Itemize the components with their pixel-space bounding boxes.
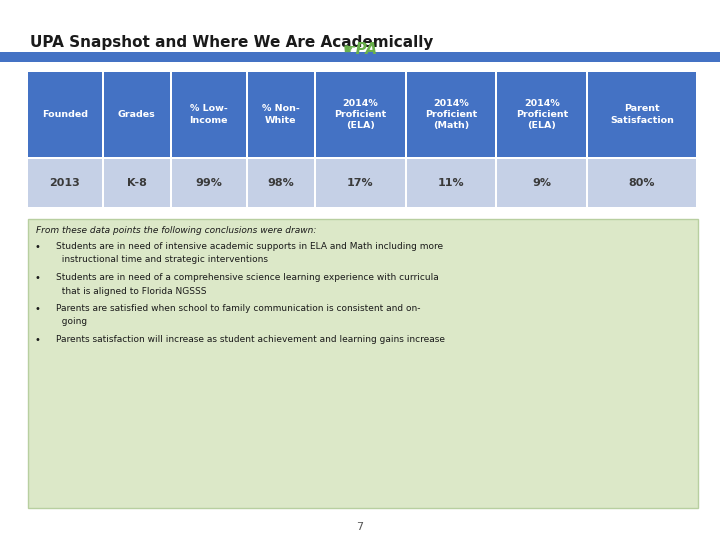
Text: 80%: 80% bbox=[629, 178, 655, 188]
Bar bbox=[498, 159, 586, 207]
Text: 2014%
Proficient
(ELA): 2014% Proficient (ELA) bbox=[516, 99, 568, 130]
Bar bbox=[248, 159, 314, 207]
Text: Parent
Satisfaction: Parent Satisfaction bbox=[610, 104, 674, 125]
Text: •: • bbox=[34, 242, 40, 252]
Text: K-8: K-8 bbox=[127, 178, 147, 188]
Bar bbox=[28, 159, 102, 207]
Bar bbox=[407, 72, 495, 157]
Bar bbox=[588, 159, 696, 207]
Bar bbox=[104, 159, 170, 207]
Text: Students are in need of intensive academic supports in ELA and Math including mo: Students are in need of intensive academ… bbox=[56, 242, 443, 251]
Text: Students are in need of a comprehensive science learning experience with curricu: Students are in need of a comprehensive … bbox=[56, 273, 438, 282]
Text: 98%: 98% bbox=[267, 178, 294, 188]
Text: •: • bbox=[34, 335, 40, 345]
Text: 99%: 99% bbox=[195, 178, 222, 188]
Text: UPA Snapshot and Where We Are Academically: UPA Snapshot and Where We Are Academical… bbox=[30, 35, 433, 50]
Text: Grades: Grades bbox=[118, 110, 156, 119]
Text: going: going bbox=[56, 318, 87, 327]
Bar bbox=[498, 72, 586, 157]
Text: instructional time and strategic interventions: instructional time and strategic interve… bbox=[56, 255, 268, 265]
Text: Parents satisfaction will increase as student achievement and learning gains inc: Parents satisfaction will increase as st… bbox=[56, 335, 445, 344]
Text: % Low-
Income: % Low- Income bbox=[189, 104, 228, 125]
Text: 9%: 9% bbox=[532, 178, 552, 188]
Text: 2014%
Proficient
(Math): 2014% Proficient (Math) bbox=[425, 99, 477, 130]
Text: From these data points the following conclusions were drawn:: From these data points the following con… bbox=[36, 226, 316, 235]
Text: 17%: 17% bbox=[347, 178, 374, 188]
Bar bbox=[588, 72, 696, 157]
Bar bbox=[315, 159, 405, 207]
Bar bbox=[28, 72, 102, 157]
Bar bbox=[172, 159, 246, 207]
Bar bbox=[248, 72, 314, 157]
Text: ☛PA: ☛PA bbox=[343, 42, 377, 57]
Bar bbox=[315, 72, 405, 157]
Text: 11%: 11% bbox=[438, 178, 464, 188]
Text: that is aligned to Florida NGSSS: that is aligned to Florida NGSSS bbox=[56, 287, 207, 295]
Text: % Non-
White: % Non- White bbox=[262, 104, 300, 125]
Bar bbox=[0, 52, 720, 62]
Text: 2013: 2013 bbox=[50, 178, 80, 188]
Bar bbox=[104, 72, 170, 157]
Text: 2014%
Proficient
(ELA): 2014% Proficient (ELA) bbox=[334, 99, 386, 130]
FancyBboxPatch shape bbox=[28, 219, 698, 508]
Bar bbox=[407, 159, 495, 207]
Text: Parents are satisfied when school to family communication is consistent and on-: Parents are satisfied when school to fam… bbox=[56, 304, 420, 313]
Text: 7: 7 bbox=[356, 522, 364, 532]
Text: Founded: Founded bbox=[42, 110, 88, 119]
Text: •: • bbox=[34, 304, 40, 314]
Bar bbox=[172, 72, 246, 157]
Text: •: • bbox=[34, 273, 40, 283]
